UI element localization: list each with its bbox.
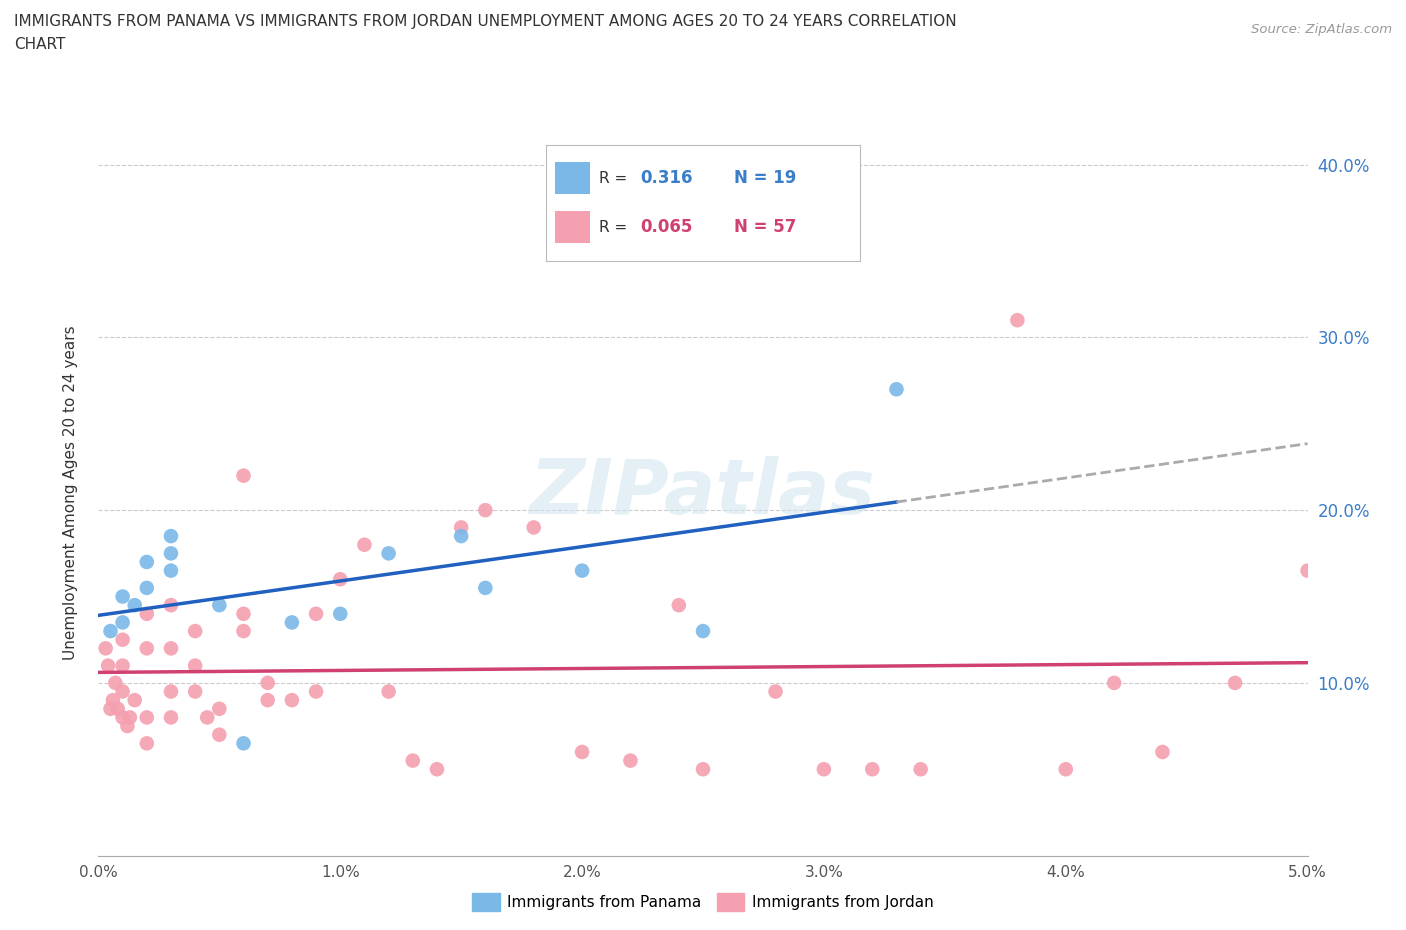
Point <box>118 710 141 724</box>
Point <box>135 710 157 724</box>
Point <box>160 546 183 561</box>
Point <box>377 684 399 699</box>
Point <box>117 719 139 734</box>
Point <box>256 693 278 708</box>
Point <box>104 675 127 690</box>
Point <box>402 753 425 768</box>
Point <box>474 580 496 595</box>
Point <box>107 701 129 716</box>
Point <box>1296 564 1319 578</box>
Point <box>619 753 641 768</box>
Point <box>111 589 134 604</box>
Point <box>910 762 932 777</box>
Point <box>94 641 117 656</box>
Point <box>1102 675 1125 690</box>
Point <box>571 564 593 578</box>
Point <box>160 564 183 578</box>
Point <box>232 606 254 621</box>
Point <box>101 693 124 708</box>
Point <box>571 745 593 760</box>
Point <box>692 624 714 639</box>
Point <box>305 684 328 699</box>
Point <box>135 641 157 656</box>
Point <box>232 736 254 751</box>
Point <box>135 736 157 751</box>
Point <box>100 701 122 716</box>
Point <box>256 675 278 690</box>
Point <box>860 762 883 777</box>
Point <box>426 762 449 777</box>
Point <box>111 710 134 724</box>
Point <box>208 727 231 742</box>
Point <box>886 382 908 397</box>
Point <box>184 658 207 673</box>
Point <box>329 606 352 621</box>
Point <box>100 624 122 639</box>
Point <box>305 606 328 621</box>
Point <box>135 580 157 595</box>
Point <box>184 624 207 639</box>
Point <box>353 538 375 552</box>
Point <box>135 606 157 621</box>
Point <box>813 762 835 777</box>
Point <box>160 710 183 724</box>
Point <box>135 554 157 569</box>
Point <box>111 632 134 647</box>
Point <box>97 658 120 673</box>
Point <box>184 684 207 699</box>
Text: Source: ZipAtlas.com: Source: ZipAtlas.com <box>1251 23 1392 36</box>
Point <box>111 684 134 699</box>
Text: CHART: CHART <box>14 37 66 52</box>
Point <box>1007 312 1029 327</box>
Point <box>377 546 399 561</box>
Point <box>208 701 231 716</box>
Point <box>160 598 183 613</box>
Point <box>765 684 787 699</box>
Point <box>523 520 546 535</box>
Point <box>195 710 218 724</box>
Point <box>450 520 472 535</box>
Point <box>111 615 134 630</box>
Point <box>474 503 496 518</box>
Point <box>232 468 254 483</box>
Point <box>668 598 690 613</box>
Point <box>124 693 146 708</box>
Text: IMMIGRANTS FROM PANAMA VS IMMIGRANTS FROM JORDAN UNEMPLOYMENT AMONG AGES 20 TO 2: IMMIGRANTS FROM PANAMA VS IMMIGRANTS FRO… <box>14 14 956 29</box>
Point <box>232 624 254 639</box>
Point <box>160 641 183 656</box>
Point <box>281 615 304 630</box>
Point <box>1152 745 1174 760</box>
Point <box>160 684 183 699</box>
Point <box>692 762 714 777</box>
Point <box>329 572 352 587</box>
Y-axis label: Unemployment Among Ages 20 to 24 years: Unemployment Among Ages 20 to 24 years <box>63 326 77 660</box>
Point <box>1054 762 1077 777</box>
Point <box>111 658 134 673</box>
Point <box>124 598 146 613</box>
Point <box>450 528 472 543</box>
Text: ZIPatlas: ZIPatlas <box>530 456 876 530</box>
Point <box>208 598 231 613</box>
Point <box>160 528 183 543</box>
Point <box>281 693 304 708</box>
Point <box>1223 675 1246 690</box>
Legend: Immigrants from Panama, Immigrants from Jordan: Immigrants from Panama, Immigrants from … <box>467 887 939 917</box>
